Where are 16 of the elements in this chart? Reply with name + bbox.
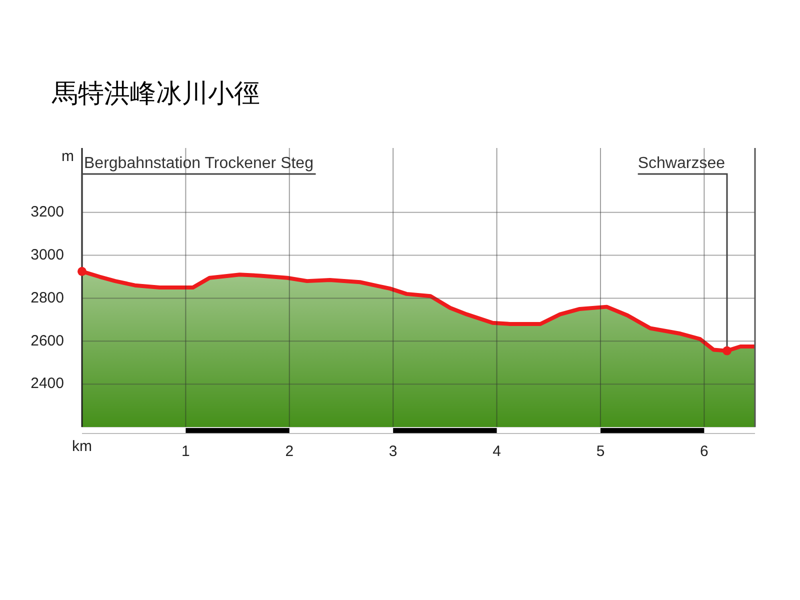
y-tick-label: 3000: [30, 246, 64, 264]
x-tick-label: 3: [388, 443, 398, 460]
x-axis-title: km: [72, 438, 92, 456]
y-tick-label: 2600: [30, 332, 64, 350]
annotation: Schwarzsee: [638, 155, 726, 172]
y-tick-label: 2400: [30, 375, 64, 392]
y-axis-title: m: [62, 148, 74, 166]
annotation: Bergbahnstation Trockener Steg: [84, 155, 314, 172]
x-tick-label: 6: [700, 443, 708, 460]
x-tick-label: 4: [492, 443, 501, 460]
x-tick-label: 1: [182, 443, 190, 460]
y-tick-label: 3200: [30, 204, 64, 221]
x-tick-label: 2: [285, 443, 294, 460]
y-tick-label: 2800: [30, 289, 64, 306]
chart-title: 馬特洪峰冰川小徑: [52, 78, 260, 111]
x-tick-label: 5: [596, 443, 605, 460]
